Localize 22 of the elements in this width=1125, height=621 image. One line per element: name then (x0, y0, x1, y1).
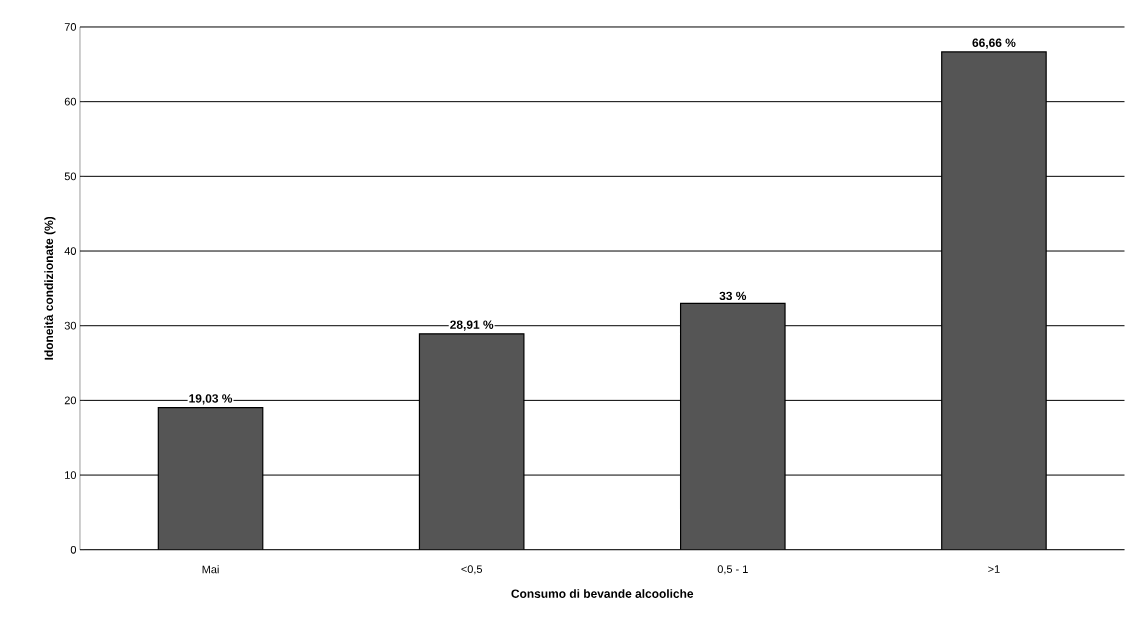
x-axis-title: Consumo di bevande alcooliche (511, 589, 694, 599)
bar (679, 302, 786, 550)
y-tick-label: 60 (64, 97, 77, 106)
data-label: 66,66 % (972, 38, 1016, 49)
y-tick-label: 70 (64, 23, 77, 31)
x-tick-label: <0,5 (461, 565, 483, 575)
y-tick-label: 30 (64, 321, 77, 330)
y-tick-label: 20 (64, 396, 77, 405)
data-label: 28,91 % (450, 320, 494, 331)
x-tick-label: Mai (202, 565, 219, 574)
bar (941, 51, 1047, 550)
y-tick-label: 10 (65, 471, 77, 480)
bar (157, 407, 264, 550)
data-label: 19,03 % (189, 394, 233, 405)
y-tick-label: 0 (70, 546, 77, 554)
data-label: 33 % (719, 291, 747, 301)
x-tick-label: 0,5 - 1 (717, 565, 748, 575)
x-tick-label: >1 (988, 565, 1000, 573)
y-tick-label: 50 (64, 172, 77, 181)
y-tick-label: 40 (64, 247, 77, 256)
bar (418, 333, 525, 550)
y-axis-title: Idoneità condizionate (%) (44, 217, 56, 360)
